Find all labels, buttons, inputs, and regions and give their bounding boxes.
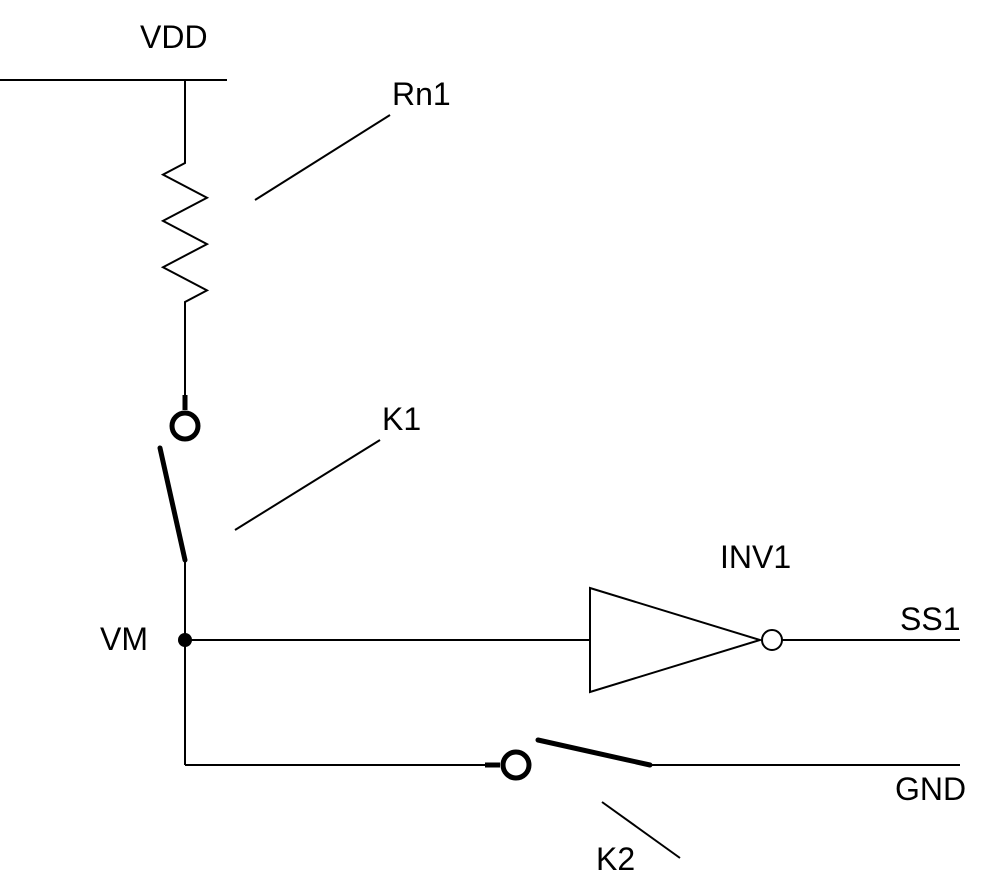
vdd-label: VDD [140,19,208,55]
resistor-symbol [163,145,207,320]
rn1-label: Rn1 [392,76,451,112]
k2-label: K2 [596,841,635,877]
ss1-label: SS1 [900,601,960,637]
k2-arm [538,740,650,765]
vm-label: VM [100,621,148,657]
vm-node-dot [178,633,192,647]
circuit-schematic: Rn1 K1 INV1 K2 VDD VM SS1 GND [0,0,1000,881]
switch-k2: K2 [485,740,960,877]
rn1-callout-line [255,115,390,200]
k1-arm [160,448,185,560]
k2-contact-ring [503,752,529,778]
inverter-bubble [762,630,782,650]
inverter-triangle [590,588,760,692]
inverter-inv1: INV1 [590,539,791,692]
k1-callout-line [235,440,380,530]
switch-k1: K1 [160,395,421,640]
gnd-label: GND [895,771,966,807]
inv1-label: INV1 [720,539,791,575]
resistor-rn1: Rn1 [163,76,451,320]
k1-label: K1 [382,401,421,437]
wire-group [185,80,960,765]
k1-contact-ring [172,413,198,439]
